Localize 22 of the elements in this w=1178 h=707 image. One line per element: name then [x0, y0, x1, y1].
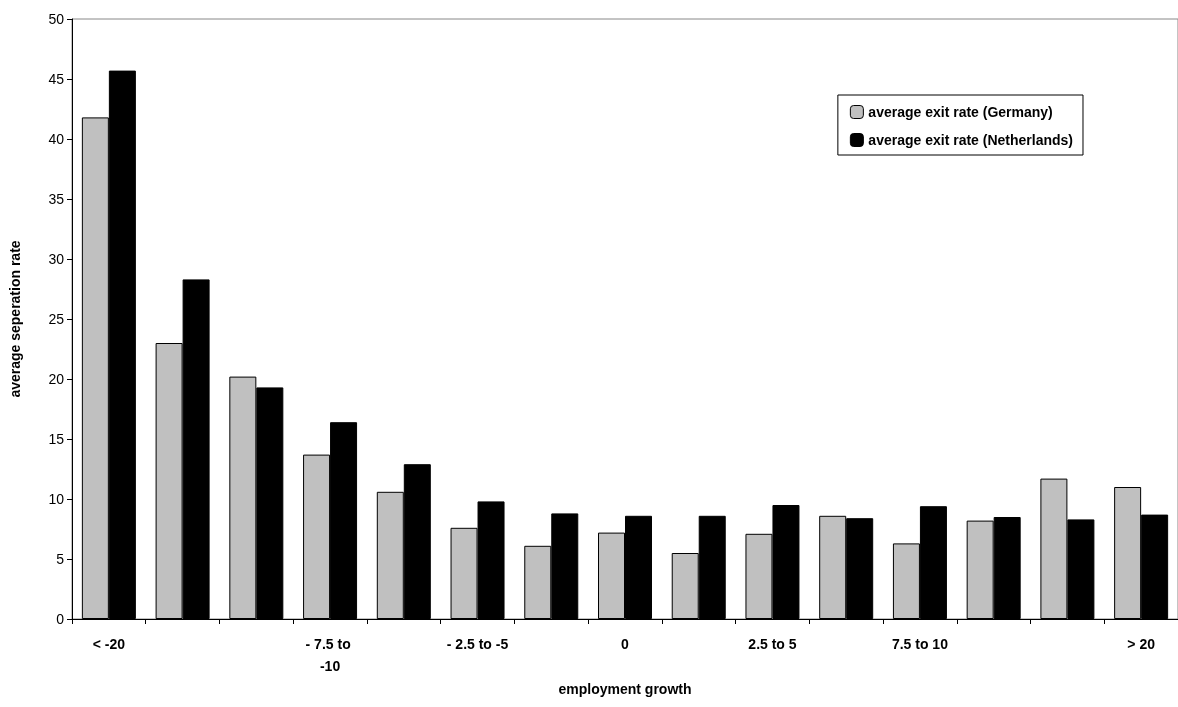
y-tick-label: 10	[48, 491, 65, 507]
legend-label: average exit rate (Netherlands)	[868, 132, 1073, 148]
x-tick-label: > 20	[1127, 636, 1156, 652]
y-tick-label: 15	[48, 431, 65, 447]
x-tick-label: - 7.5 to -10	[305, 636, 355, 674]
y-tick-label: 5	[56, 551, 65, 567]
x-tick-label: - 2.5 to -5	[446, 636, 509, 652]
x-tick-label: < -20	[92, 636, 126, 652]
x-tick-label: 7.5 to 10	[891, 636, 949, 652]
y-tick-label: 20	[48, 371, 65, 387]
y-tick-label: 35	[48, 191, 65, 207]
legend-label: average exit rate (Germany)	[868, 104, 1053, 120]
x-tick-label: 2.5 to 5	[748, 636, 797, 652]
y-tick-label: 30	[48, 251, 65, 267]
y-tick-label: 0	[56, 611, 65, 627]
y-tick-label: 40	[48, 131, 65, 147]
x-axis-title: employment growth	[558, 680, 692, 697]
y-tick-label: 25	[48, 311, 65, 327]
x-tick-label: 0	[621, 636, 630, 652]
y-tick-label: 50	[48, 11, 65, 27]
y-tick-label: 45	[48, 71, 65, 87]
y-axis-title: average seperation rate	[7, 240, 23, 398]
